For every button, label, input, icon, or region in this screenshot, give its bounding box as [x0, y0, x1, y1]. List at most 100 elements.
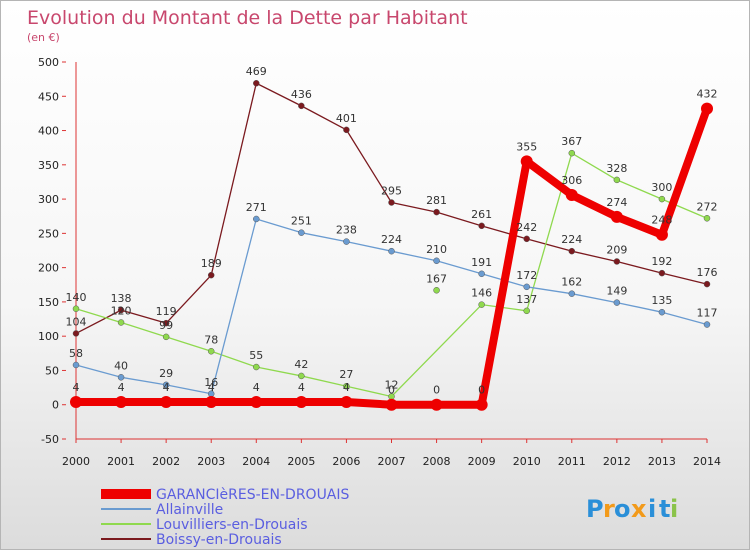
y-tick-label: 300 [38, 193, 59, 206]
data-point [253, 215, 260, 223]
data-label: 0 [478, 384, 485, 397]
x-tick-label: 2012 [603, 455, 631, 468]
data-label: 149 [606, 285, 627, 298]
data-point [298, 229, 305, 236]
legend-label: Allainville [156, 502, 223, 518]
data-label: 469 [246, 65, 267, 78]
y-tick-label: -50 [41, 433, 59, 446]
data-point [433, 208, 440, 216]
legend-swatch [101, 508, 151, 510]
data-point [433, 257, 440, 265]
x-tick-label: 2013 [648, 455, 676, 468]
y-tick-label: 250 [38, 227, 59, 240]
data-label: 271 [246, 201, 267, 214]
data-label: 176 [697, 266, 718, 279]
data-point [658, 195, 666, 203]
data-point [72, 361, 80, 369]
data-point [160, 395, 173, 408]
y-tick-label: 100 [38, 330, 59, 343]
data-point [523, 235, 530, 243]
legend-swatch [101, 538, 151, 540]
data-label: 189 [201, 257, 222, 270]
x-tick-label: 2010 [513, 455, 541, 468]
data-point [658, 269, 666, 277]
data-label: 306 [561, 174, 582, 187]
data-point [430, 398, 443, 411]
data-point [523, 307, 530, 315]
data-label: 140 [66, 291, 87, 304]
data-label: 29 [159, 367, 173, 380]
data-point [701, 102, 713, 115]
x-tick-label: 2009 [468, 455, 496, 468]
data-point [162, 381, 170, 389]
data-point [343, 238, 350, 245]
data-point [295, 395, 308, 408]
data-point [388, 247, 395, 255]
data-point [340, 395, 353, 408]
data-point [478, 270, 485, 278]
data-label: 300 [651, 181, 672, 194]
data-label: 210 [426, 243, 447, 256]
data-label: 224 [381, 233, 402, 246]
data-label: 137 [516, 293, 537, 306]
x-tick-label: 2007 [378, 455, 406, 468]
logo-letter: t [659, 495, 670, 523]
data-point [343, 382, 350, 390]
data-label: 4 [118, 381, 125, 394]
data-point [478, 222, 485, 230]
data-label: 58 [69, 347, 83, 360]
data-label: 117 [697, 307, 718, 320]
data-label: 328 [606, 162, 627, 175]
data-label: 436 [291, 88, 312, 101]
data-label: 0 [388, 384, 395, 397]
x-tick-label: 2006 [332, 455, 360, 468]
legend-label: Boissy-en-Drouais [156, 532, 282, 548]
x-tick-label: 2002 [152, 455, 180, 468]
data-point [565, 188, 578, 201]
data-point [72, 330, 80, 337]
data-labels-layer: 104 138 119 189 469 436 401 295 281 261 242 224 209 1… [66, 65, 718, 396]
data-point [298, 372, 305, 380]
data-point [523, 283, 530, 291]
data-label: 78 [204, 333, 218, 346]
data-point [162, 333, 170, 341]
data-label: 4 [163, 381, 170, 394]
data-point [433, 287, 440, 294]
logo-letter: o [614, 495, 631, 523]
data-label: 4 [298, 381, 305, 394]
data-label: 281 [426, 194, 447, 207]
legend: GARANCIèRES-EN-DROUAISAllainvilleLouvill… [101, 487, 350, 548]
data-label: 209 [606, 243, 627, 256]
logo-letter: i [670, 495, 678, 523]
x-tick-label: 2000 [62, 455, 90, 468]
data-point [162, 319, 170, 327]
data-point [568, 290, 576, 297]
data-point [613, 299, 621, 306]
data-label: 242 [516, 221, 537, 234]
data-point [385, 398, 398, 411]
data-point [207, 271, 215, 279]
data-point [478, 301, 485, 308]
data-point [610, 210, 623, 223]
data-label: 16 [204, 376, 218, 389]
data-label: 99 [159, 319, 173, 332]
legend-swatch [101, 523, 151, 525]
data-label: 224 [561, 233, 582, 246]
data-point [475, 398, 488, 411]
data-label: 367 [561, 135, 582, 148]
data-label: 261 [471, 208, 492, 221]
data-label: 4 [208, 381, 215, 394]
data-label: 401 [336, 112, 357, 125]
data-label: 191 [471, 256, 492, 269]
legend-label: Louvilliers-en-Drouais [156, 517, 308, 533]
y-tick-label: 50 [45, 364, 59, 377]
data-point [655, 228, 668, 241]
y-tick-label: 350 [38, 159, 59, 172]
data-label: 40 [114, 359, 128, 372]
data-point [568, 149, 576, 157]
data-point [613, 258, 621, 265]
y-tick-label: 0 [52, 399, 59, 412]
